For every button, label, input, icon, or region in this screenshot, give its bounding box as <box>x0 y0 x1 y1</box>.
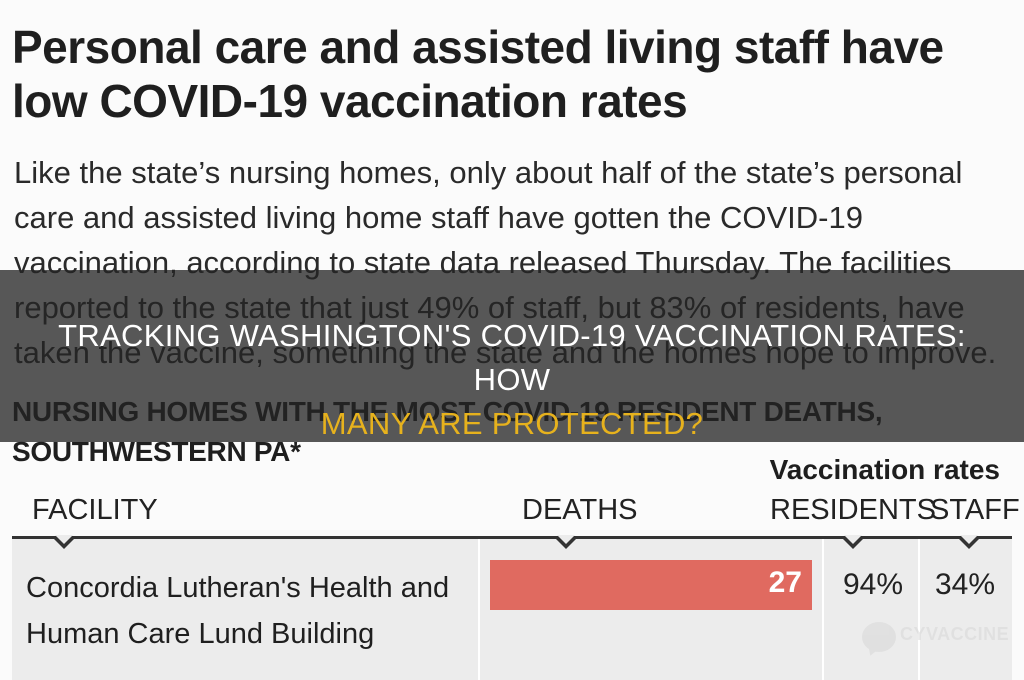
column-header-residents: RESIDENTS <box>770 494 936 526</box>
title-overlay-banner: Tracking Washington's COVID-19 Vaccinati… <box>0 270 1024 442</box>
deaths-bar: 27 <box>490 560 812 610</box>
deaths-caret-icon <box>554 535 578 549</box>
overlay-title-line1: Tracking Washington's COVID-19 Vaccinati… <box>58 318 966 397</box>
watermark-logo: CYVACCINE <box>862 620 1012 662</box>
staff-rate: 34% <box>935 568 996 601</box>
deaths-value: 27 <box>768 566 802 599</box>
column-header-deaths: DEATHS <box>522 494 638 526</box>
article-headline: Personal care and assisted living staff … <box>12 21 944 127</box>
staff-caret-icon <box>957 535 981 549</box>
watermark-brand: CYVACCINE <box>900 624 1010 644</box>
residents-caret-icon <box>841 535 865 549</box>
residents-rate: 94% <box>843 568 904 601</box>
column-header-staff: STAFF <box>930 494 1020 526</box>
chat-bubble-icon <box>862 622 896 652</box>
overlay-title-line2: Many Are Protected? <box>320 406 704 441</box>
header-divider <box>12 536 1012 539</box>
vaccination-rates-heading: Vaccination rates <box>769 454 1000 485</box>
overlay-title: Tracking Washington's COVID-19 Vaccinati… <box>40 314 984 446</box>
facility-caret-icon <box>52 535 76 549</box>
column-divider <box>478 539 480 680</box>
column-divider <box>822 539 824 680</box>
facility-name: Concordia Lutheran's Health and Human Ca… <box>26 572 450 650</box>
column-header-facility: FACILITY <box>32 494 158 526</box>
column-divider <box>918 539 920 680</box>
